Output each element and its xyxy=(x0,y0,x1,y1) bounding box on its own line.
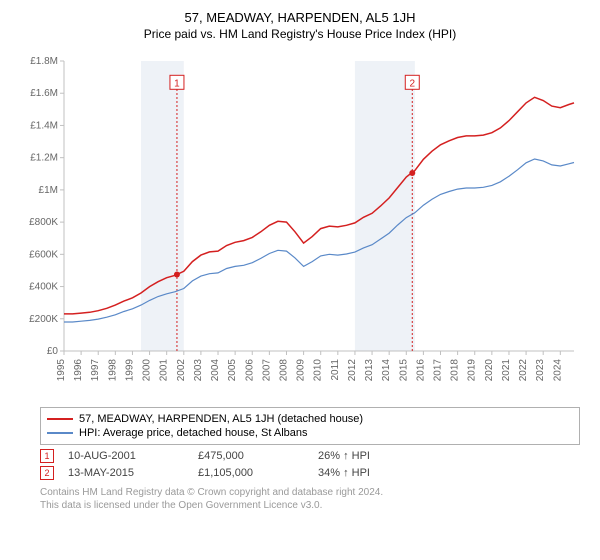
footer-line: This data is licensed under the Open Gov… xyxy=(40,499,580,512)
sale-marker: 2 xyxy=(40,466,54,480)
svg-text:2009: 2009 xyxy=(296,359,307,382)
svg-text:2023: 2023 xyxy=(535,359,546,382)
chart-subtitle: Price paid vs. HM Land Registry's House … xyxy=(20,27,580,41)
svg-text:1998: 1998 xyxy=(107,359,118,382)
legend-box: 57, MEADWAY, HARPENDEN, AL5 1JH (detache… xyxy=(40,407,580,445)
svg-text:2020: 2020 xyxy=(484,359,495,382)
svg-text:£0: £0 xyxy=(47,346,59,357)
svg-text:2018: 2018 xyxy=(450,359,461,382)
svg-text:2007: 2007 xyxy=(261,359,272,382)
footer-attribution: Contains HM Land Registry data © Crown c… xyxy=(40,486,580,512)
sale-vs-hpi: 26% ↑ HPI xyxy=(318,450,438,462)
sale-price: £475,000 xyxy=(198,450,318,462)
svg-text:1997: 1997 xyxy=(90,359,101,382)
svg-text:£1.4M: £1.4M xyxy=(30,120,58,131)
line-chart-svg: £0 £200K £400K £600K £800K £1M £1.2M £1.4M £1.6M… xyxy=(20,51,580,401)
legend-item: HPI: Average price, detached house, St A… xyxy=(47,426,573,440)
chart-container: 57, MEADWAY, HARPENDEN, AL5 1JH Price pa… xyxy=(0,0,600,522)
legend-swatch xyxy=(47,432,73,434)
svg-text:2013: 2013 xyxy=(364,359,375,382)
legend-label: 57, MEADWAY, HARPENDEN, AL5 1JH (detache… xyxy=(79,413,363,425)
svg-text:2011: 2011 xyxy=(330,359,341,381)
svg-text:£1.2M: £1.2M xyxy=(30,153,58,164)
svg-text:2008: 2008 xyxy=(278,359,289,382)
svg-text:£800K: £800K xyxy=(29,217,58,228)
footer-line: Contains HM Land Registry data © Crown c… xyxy=(40,486,580,499)
svg-text:1: 1 xyxy=(174,78,180,89)
svg-text:2014: 2014 xyxy=(381,359,392,382)
svg-text:2019: 2019 xyxy=(467,359,478,382)
svg-text:2006: 2006 xyxy=(244,359,255,382)
svg-text:2015: 2015 xyxy=(398,359,409,382)
chart-area: £0 £200K £400K £600K £800K £1M £1.2M £1.4M £1.6M… xyxy=(20,51,580,401)
svg-text:2000: 2000 xyxy=(142,359,153,382)
sale-row: 2 13-MAY-2015£1,105,00034% ↑ HPI xyxy=(40,466,580,480)
svg-text:2024: 2024 xyxy=(552,359,563,382)
svg-text:£600K: £600K xyxy=(29,249,58,260)
legend-label: HPI: Average price, detached house, St A… xyxy=(79,427,308,439)
svg-text:2010: 2010 xyxy=(313,359,324,382)
svg-text:2017: 2017 xyxy=(433,359,444,382)
svg-text:2002: 2002 xyxy=(176,359,187,382)
svg-text:2022: 2022 xyxy=(518,359,529,382)
svg-text:£1M: £1M xyxy=(39,185,58,196)
svg-text:£1.6M: £1.6M xyxy=(30,88,58,99)
chart-title: 57, MEADWAY, HARPENDEN, AL5 1JH xyxy=(20,10,580,25)
legend-item: 57, MEADWAY, HARPENDEN, AL5 1JH (detache… xyxy=(47,412,573,426)
sale-row: 1 10-AUG-2001£475,00026% ↑ HPI xyxy=(40,449,580,463)
svg-text:2005: 2005 xyxy=(227,359,238,382)
svg-text:2012: 2012 xyxy=(347,359,358,382)
sale-marker: 1 xyxy=(40,449,54,463)
sale-date: 13-MAY-2015 xyxy=(68,467,198,479)
svg-text:2: 2 xyxy=(409,78,415,89)
svg-text:£400K: £400K xyxy=(29,282,58,293)
svg-text:2016: 2016 xyxy=(415,359,426,382)
svg-text:1995: 1995 xyxy=(56,359,67,382)
legend-swatch xyxy=(47,418,73,420)
sale-vs-hpi: 34% ↑ HPI xyxy=(318,467,438,479)
svg-text:£1.8M: £1.8M xyxy=(30,56,58,67)
svg-text:2003: 2003 xyxy=(193,359,204,382)
svg-text:2004: 2004 xyxy=(210,359,221,382)
svg-text:£200K: £200K xyxy=(29,314,58,325)
sale-date: 10-AUG-2001 xyxy=(68,450,198,462)
svg-text:2001: 2001 xyxy=(159,359,170,382)
svg-text:2021: 2021 xyxy=(501,359,512,382)
svg-text:1996: 1996 xyxy=(73,359,84,382)
sales-list: 1 10-AUG-2001£475,00026% ↑ HPI 2 13-MAY-201… xyxy=(20,449,580,480)
sale-price: £1,105,000 xyxy=(198,467,318,479)
svg-text:1999: 1999 xyxy=(124,359,135,382)
